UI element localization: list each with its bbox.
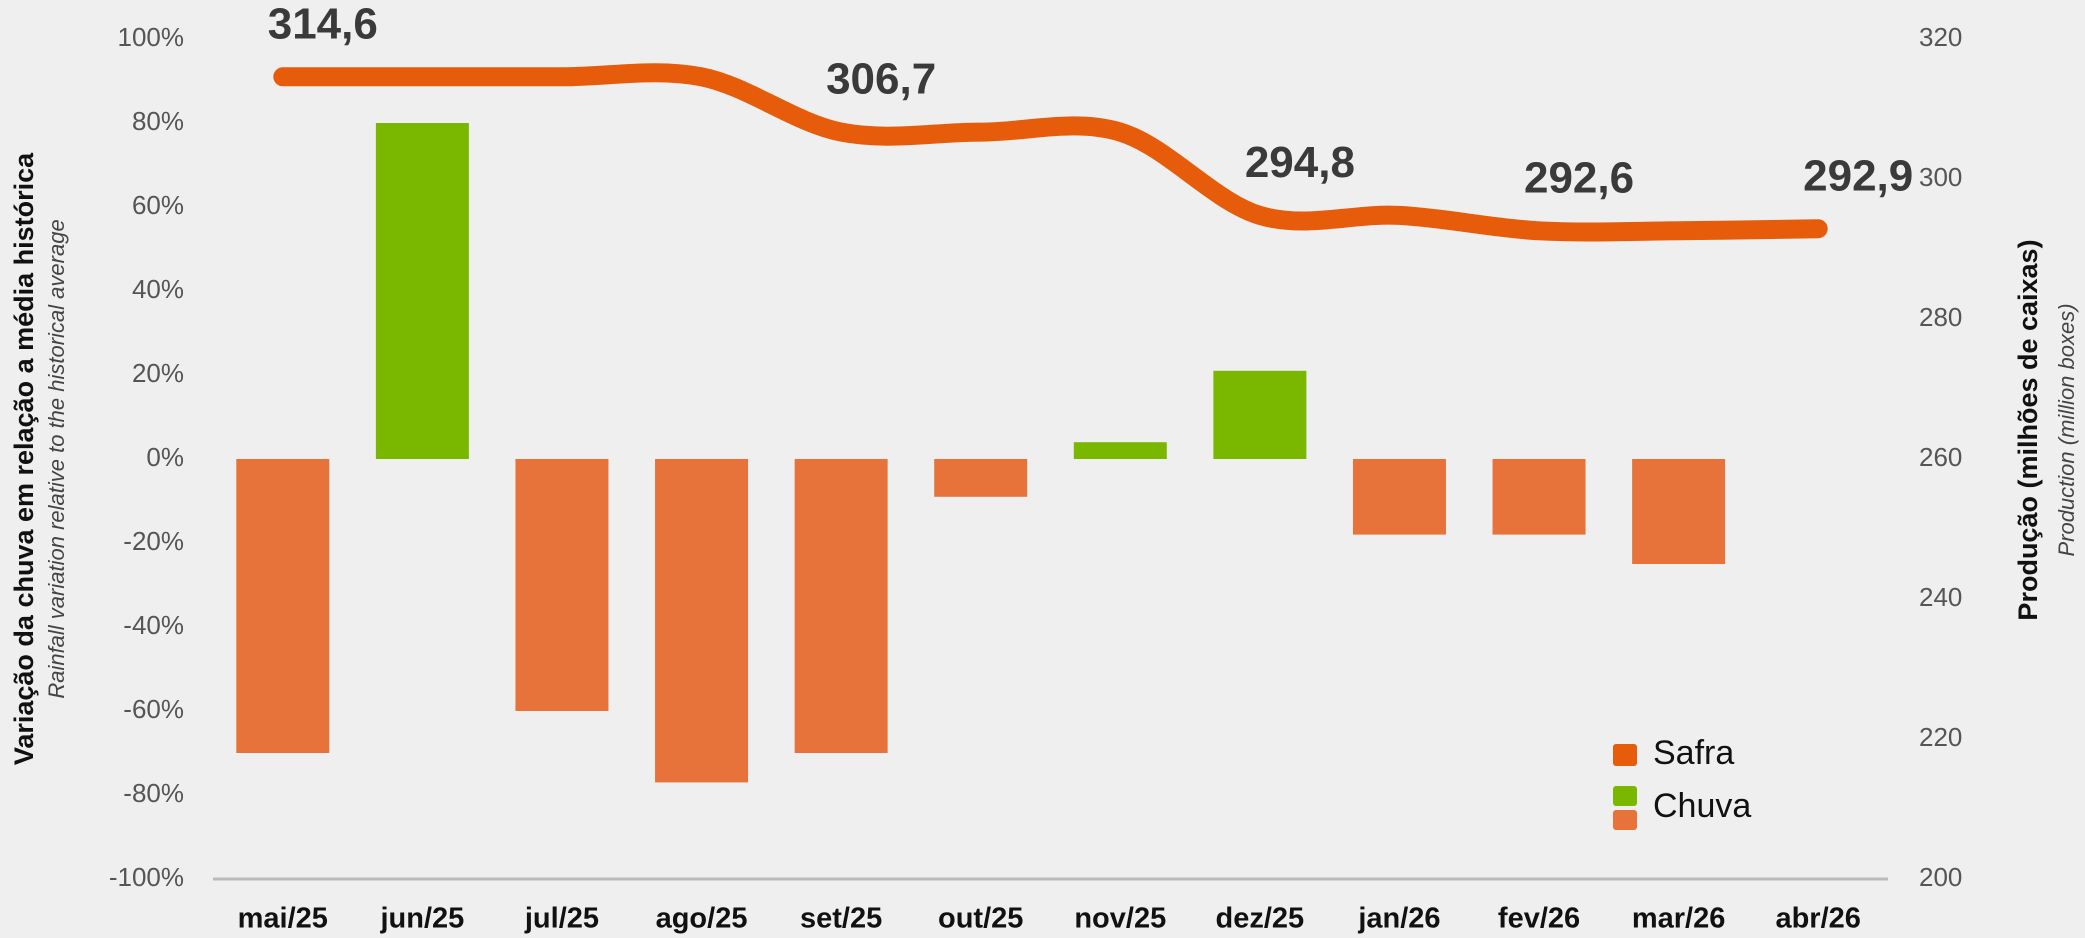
legend-swatch xyxy=(1613,744,1637,766)
y2-tick-label: 220 xyxy=(1919,722,1962,752)
y-tick-label: 80% xyxy=(132,106,184,136)
bar xyxy=(515,459,609,711)
y-tick-label: 40% xyxy=(132,274,184,304)
x-tick-label: abr/26 xyxy=(1775,903,1860,935)
bar xyxy=(1352,459,1446,535)
bar xyxy=(655,459,749,783)
y2-tick-label: 240 xyxy=(1919,582,1962,612)
bar xyxy=(236,459,330,753)
y-axis-label: Variação da chuva em relação a média his… xyxy=(9,152,39,765)
data-label: 294,8 xyxy=(1245,138,1355,187)
x-tick-label: mai/25 xyxy=(238,903,328,935)
y-tick-label: 60% xyxy=(132,190,184,220)
legend-swatch xyxy=(1613,810,1637,830)
line xyxy=(273,63,1828,242)
bar xyxy=(375,123,469,459)
y-tick-label: -100% xyxy=(109,862,184,892)
y-tick-label: -40% xyxy=(123,610,184,640)
legend-swatch xyxy=(1613,786,1637,806)
bar xyxy=(794,459,888,753)
y2-tick-label: 320 xyxy=(1919,22,1962,52)
legend-label: Chuva xyxy=(1653,787,1751,825)
bar xyxy=(934,459,1028,497)
y2-tick-label: 280 xyxy=(1919,302,1962,332)
y-tick-label: -60% xyxy=(123,694,184,724)
bar xyxy=(1073,442,1167,459)
data-label: 292,9 xyxy=(1803,151,1913,200)
y2-axis-sublabel: Production (million boxes) xyxy=(2054,303,2079,556)
x-tick-label: jun/25 xyxy=(379,903,464,935)
y-tick-label: -20% xyxy=(123,526,184,556)
y-tick-label: -80% xyxy=(123,778,184,808)
x-tick-label: jul/25 xyxy=(524,903,599,935)
x-tick-label: set/25 xyxy=(800,903,882,935)
data-label: 292,6 xyxy=(1524,153,1634,202)
x-tick-label: dez/25 xyxy=(1216,903,1305,935)
y-tick-label: 100% xyxy=(118,22,185,52)
y2-tick-label: 260 xyxy=(1919,442,1962,472)
y2-tick-label: 300 xyxy=(1919,162,1962,192)
x-tick-label: fev/26 xyxy=(1498,903,1580,935)
legend-label: Safra xyxy=(1653,734,1734,772)
x-tick-label: nov/25 xyxy=(1074,903,1166,935)
x-tick-label: out/25 xyxy=(938,903,1023,935)
y-tick-label: 0% xyxy=(146,442,184,472)
bar xyxy=(1213,370,1307,459)
x-tick-label: ago/25 xyxy=(656,903,748,935)
y-tick-label: 20% xyxy=(132,358,184,388)
bar xyxy=(1632,459,1726,564)
data-label: 314,6 xyxy=(268,0,378,48)
x-tick-label: mar/26 xyxy=(1632,903,1726,935)
y2-axis-label: Produção (milhões de caixas) xyxy=(2013,239,2043,620)
y2-tick-label: 200 xyxy=(1919,862,1962,892)
bar xyxy=(1492,459,1586,535)
data-label: 306,7 xyxy=(826,55,936,104)
x-tick-label: jan/26 xyxy=(1357,903,1440,935)
y-axis-sublabel: Rainfall variation relative to the histo… xyxy=(44,219,69,698)
